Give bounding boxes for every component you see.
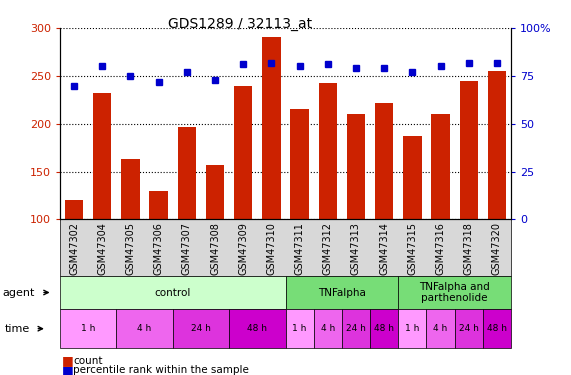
Text: 1 h: 1 h	[81, 324, 95, 333]
Text: 24 h: 24 h	[459, 324, 478, 333]
Bar	[178, 127, 196, 219]
Text: TNFalpha and
parthenolide: TNFalpha and parthenolide	[419, 282, 490, 303]
Text: ■: ■	[62, 354, 74, 367]
Bar	[121, 159, 139, 219]
Text: 48 h: 48 h	[487, 324, 507, 333]
Bar	[234, 86, 252, 219]
Text: TNFalpha: TNFalpha	[318, 288, 366, 297]
Text: 24 h: 24 h	[346, 324, 366, 333]
Text: time: time	[5, 324, 30, 334]
Text: 4 h: 4 h	[321, 324, 335, 333]
Bar	[375, 103, 393, 219]
Text: percentile rank within the sample: percentile rank within the sample	[73, 365, 249, 375]
Text: ■: ■	[62, 364, 74, 375]
Bar	[291, 110, 309, 219]
Text: 1 h: 1 h	[405, 324, 420, 333]
Bar	[206, 165, 224, 219]
Text: 24 h: 24 h	[191, 324, 211, 333]
Bar	[65, 200, 83, 219]
Text: count: count	[73, 356, 103, 366]
Bar	[460, 81, 478, 219]
Bar	[347, 114, 365, 219]
Text: 4 h: 4 h	[433, 324, 448, 333]
Bar	[488, 71, 506, 219]
Bar	[403, 136, 421, 219]
Text: 1 h: 1 h	[292, 324, 307, 333]
Text: control: control	[155, 288, 191, 297]
Text: agent: agent	[3, 288, 35, 297]
Bar	[319, 82, 337, 219]
Bar	[150, 190, 168, 219]
Bar	[432, 114, 450, 219]
Text: 48 h: 48 h	[247, 324, 267, 333]
Text: 4 h: 4 h	[138, 324, 152, 333]
Bar	[93, 93, 111, 219]
Text: 48 h: 48 h	[374, 324, 394, 333]
Text: GDS1289 / 32113_at: GDS1289 / 32113_at	[168, 17, 312, 31]
Bar	[262, 37, 280, 219]
